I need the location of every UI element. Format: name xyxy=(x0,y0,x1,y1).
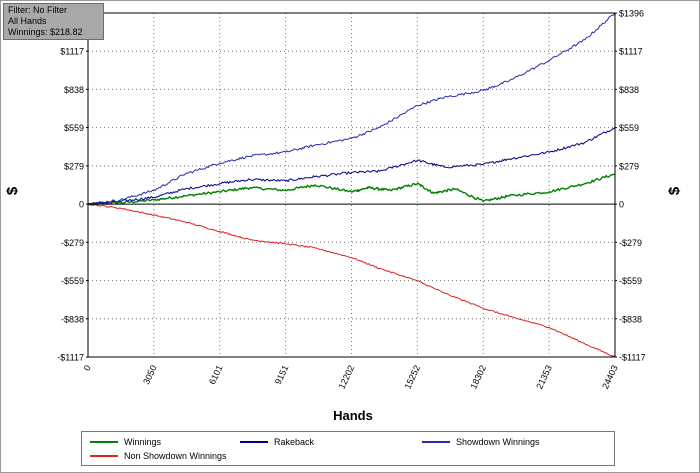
series-line-rakeback xyxy=(87,127,616,206)
y-tick-label-right: 0 xyxy=(619,200,624,210)
x-tick-label: 21353 xyxy=(534,364,554,391)
y-tick-label-right: -$279 xyxy=(619,238,642,248)
y-tick-label-left: $559 xyxy=(64,123,84,133)
y-tick-label-left: 0 xyxy=(79,200,84,210)
y-axis-label-left: $ xyxy=(4,186,21,195)
y-tick-label-left: -$279 xyxy=(61,238,84,248)
y-tick-label-left: $1117 xyxy=(60,47,84,57)
x-tick-label: 0 xyxy=(82,364,93,373)
filter-text: Filter: No Filter xyxy=(8,5,68,15)
x-tick-label: 3050 xyxy=(141,364,159,386)
series-line-winnings xyxy=(87,173,616,206)
grid xyxy=(88,13,615,357)
legend-label: Winnings xyxy=(124,437,162,447)
series-lines xyxy=(87,12,616,358)
plot-frame xyxy=(87,12,616,358)
filter-info-box: Filter: No Filter All Hands Winnings: $2… xyxy=(3,3,104,40)
x-tick-label: 6101 xyxy=(207,364,225,386)
y-tick-label-left: $838 xyxy=(64,85,84,95)
y-axis-label-right: $ xyxy=(666,186,683,195)
y-tick-label-left: $279 xyxy=(64,161,84,171)
x-tick-label: 9151 xyxy=(273,364,291,386)
legend-swatch xyxy=(90,441,118,443)
y-tick-label-right: $838 xyxy=(619,85,639,95)
legend-swatch xyxy=(90,455,118,457)
legend-label: Showdown Winnings xyxy=(456,437,540,447)
legend-label: Non Showdown Winnings xyxy=(124,451,227,461)
y-tick-label-right: -$1117 xyxy=(619,353,646,363)
legend-swatch xyxy=(240,441,268,443)
series-line-non-showdown-winnings xyxy=(87,203,616,358)
y-tick-label-right: -$838 xyxy=(619,314,642,324)
legend: Winnings Rakeback Showdown Winnings Non Sho… xyxy=(81,431,615,466)
x-tick-label: 12202 xyxy=(337,364,357,391)
hands-text: All Hands xyxy=(8,16,47,26)
x-tick-label: 18302 xyxy=(468,364,488,391)
y-tick-label-left: -$559 xyxy=(61,276,84,286)
legend-swatch xyxy=(422,441,450,443)
y-tick-label-right: $1117 xyxy=(619,47,643,57)
x-axis-label: Hands xyxy=(333,408,373,423)
y-tick-label-right: $1396 xyxy=(619,9,644,19)
legend-label: Rakeback xyxy=(274,437,315,447)
y-tick-label-right: -$559 xyxy=(619,276,642,286)
winnings-text: Winnings: $218.82 xyxy=(8,27,83,37)
y-tick-label-left: -$1117 xyxy=(57,353,84,363)
y-tick-label-left: -$838 xyxy=(61,314,84,324)
y-tick-label-right: $279 xyxy=(619,161,639,171)
x-tick-label: 15252 xyxy=(403,364,423,391)
series-line-showdown-winnings xyxy=(87,12,616,206)
y-tick-label-right: $559 xyxy=(619,123,639,133)
x-tick-label: 24403 xyxy=(600,364,620,391)
